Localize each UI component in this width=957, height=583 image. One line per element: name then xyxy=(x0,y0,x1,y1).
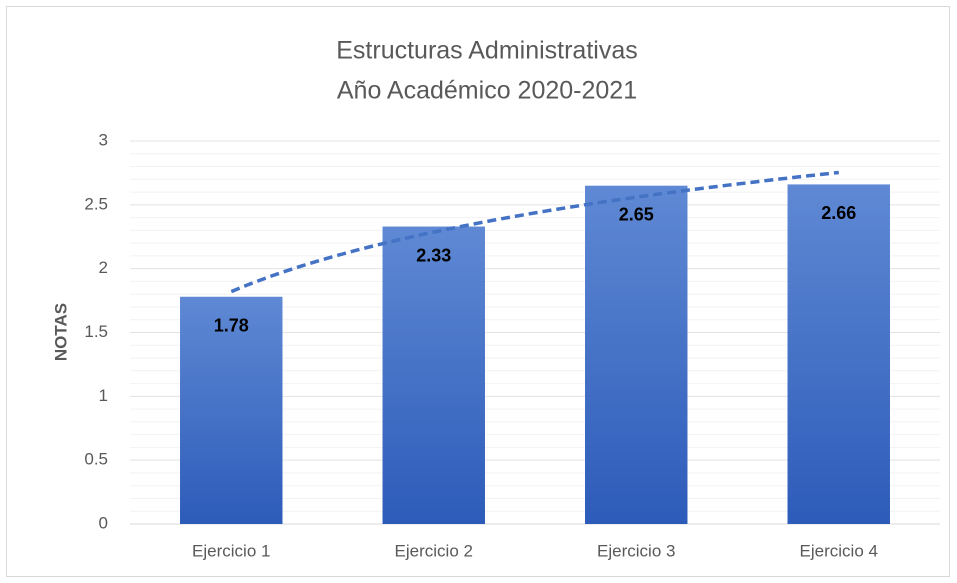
data-label: 1.78 xyxy=(214,316,249,336)
y-tick-label: 1 xyxy=(99,386,108,405)
chart-title: Estructuras Administrativas xyxy=(336,37,638,65)
trendline xyxy=(230,170,839,294)
data-label: 2.66 xyxy=(821,203,856,223)
bar xyxy=(585,185,688,524)
data-label: 2.65 xyxy=(619,204,654,224)
y-tick-label: 1.5 xyxy=(84,322,108,341)
y-tick-label: 0 xyxy=(99,513,108,532)
y-axis-label: NOTAS xyxy=(51,303,70,361)
y-tick-label: 3 xyxy=(99,130,108,149)
chart-subtitle: Año Académico 2020-2021 xyxy=(337,77,637,105)
data-label: 2.33 xyxy=(416,245,451,265)
bar xyxy=(180,296,283,524)
x-tick-label: Ejercicio 2 xyxy=(395,541,473,560)
y-tick-label: 2.5 xyxy=(84,194,108,213)
x-tick-label: Ejercicio 3 xyxy=(597,541,675,560)
bar xyxy=(787,184,890,524)
y-tick-label: 2 xyxy=(99,258,108,277)
bar xyxy=(382,226,485,524)
x-tick-label: Ejercicio 4 xyxy=(800,541,878,560)
x-tick-label: Ejercicio 1 xyxy=(192,541,270,560)
y-tick-label: 0.5 xyxy=(84,450,108,469)
